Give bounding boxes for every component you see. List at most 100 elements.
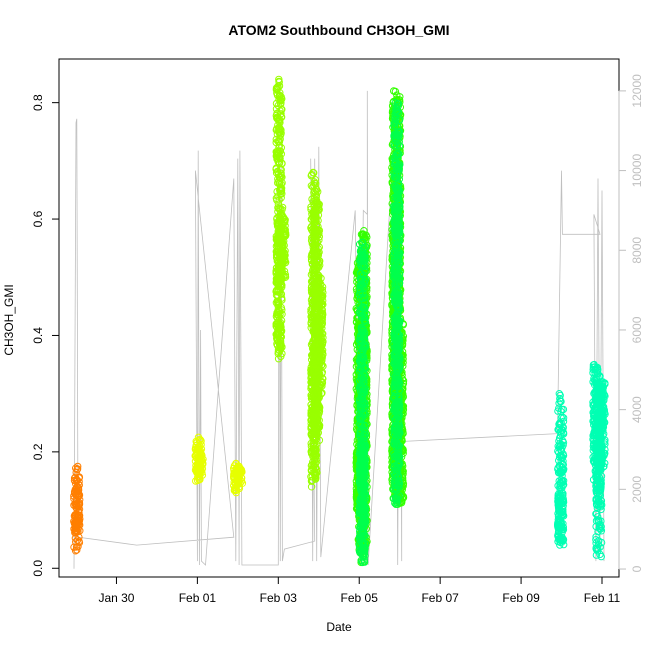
data-point [278, 262, 286, 270]
data-point [278, 310, 286, 318]
data-point [196, 466, 204, 474]
data-point [312, 403, 320, 411]
data-point [315, 257, 324, 265]
data-point [72, 500, 80, 508]
x-axis-label: Date [326, 620, 352, 634]
data-point [272, 135, 280, 144]
data-point [312, 237, 320, 246]
data-point [317, 352, 325, 361]
data-point [273, 115, 281, 123]
data-point [275, 309, 283, 317]
data-point [319, 289, 327, 297]
data-point [74, 492, 83, 500]
data-point [310, 436, 319, 444]
data-point [75, 499, 84, 507]
data-point [281, 228, 289, 236]
data-point [311, 265, 319, 273]
data-point [74, 525, 82, 533]
data-point [278, 179, 286, 187]
data-point [75, 491, 84, 499]
data-point [314, 367, 323, 375]
data-point [313, 326, 322, 335]
altitude-series [73, 90, 605, 569]
data-point [70, 543, 78, 551]
data-point [307, 473, 315, 481]
data-point [272, 194, 281, 203]
data-point [279, 253, 287, 261]
data-point [277, 171, 285, 179]
data-point [311, 251, 319, 259]
data-point [360, 227, 368, 235]
data-point [318, 310, 326, 318]
data-point [313, 336, 321, 344]
data-point [317, 302, 326, 310]
data-point [278, 105, 286, 114]
data-point [272, 105, 281, 113]
data-point [319, 362, 327, 370]
chart-title: ATOM2 Southbound CH3OH_GMI [228, 22, 449, 38]
data-point [314, 396, 322, 404]
data-point [73, 512, 82, 521]
data-point [311, 187, 319, 196]
data-point [276, 204, 284, 212]
data-point [277, 323, 285, 332]
data-point [314, 308, 322, 316]
data-point [274, 280, 282, 288]
data-point [274, 355, 283, 363]
data-point [317, 274, 325, 282]
data-point [278, 294, 286, 302]
data-point [307, 172, 315, 180]
data-point [276, 223, 285, 232]
data-point [314, 188, 322, 196]
data-point [274, 349, 282, 358]
data-point [72, 526, 81, 534]
data-point [276, 342, 285, 351]
data-point [275, 143, 283, 152]
data-point [281, 270, 290, 279]
data-point [278, 246, 287, 254]
data-point [311, 428, 319, 436]
data-point [273, 336, 281, 344]
data-point [314, 294, 323, 302]
series-2 [272, 75, 327, 491]
data-point [75, 481, 83, 489]
data-point [318, 382, 326, 390]
data-point [196, 470, 204, 478]
data-point [314, 244, 322, 253]
data-series [70, 75, 609, 567]
data-point [72, 538, 80, 546]
data-point [310, 195, 318, 203]
data-point [236, 468, 244, 476]
data-point [278, 159, 286, 168]
data-point [311, 387, 319, 395]
data-point [278, 190, 286, 198]
data-point [73, 477, 81, 485]
data-point [281, 216, 289, 224]
data-point [277, 113, 286, 122]
data-point [72, 464, 80, 472]
data-point [311, 445, 319, 453]
data-point [314, 323, 322, 331]
data-point [72, 527, 80, 535]
data-point [277, 129, 285, 138]
data-point [315, 201, 323, 209]
data-point [311, 464, 319, 472]
data-point [310, 460, 318, 469]
data-point [314, 216, 322, 225]
data-point [71, 547, 80, 555]
data-point [316, 403, 324, 412]
data-point [313, 469, 321, 477]
data-point [309, 453, 317, 461]
data-point [309, 464, 317, 472]
data-point [315, 206, 323, 214]
data-point [315, 283, 323, 291]
data-point [74, 542, 82, 551]
series-4 [355, 99, 404, 567]
data-point [273, 130, 282, 138]
data-point [278, 234, 287, 243]
data-point [279, 214, 287, 222]
data-point [312, 429, 320, 437]
data-point [75, 517, 83, 526]
data-point [315, 278, 323, 287]
